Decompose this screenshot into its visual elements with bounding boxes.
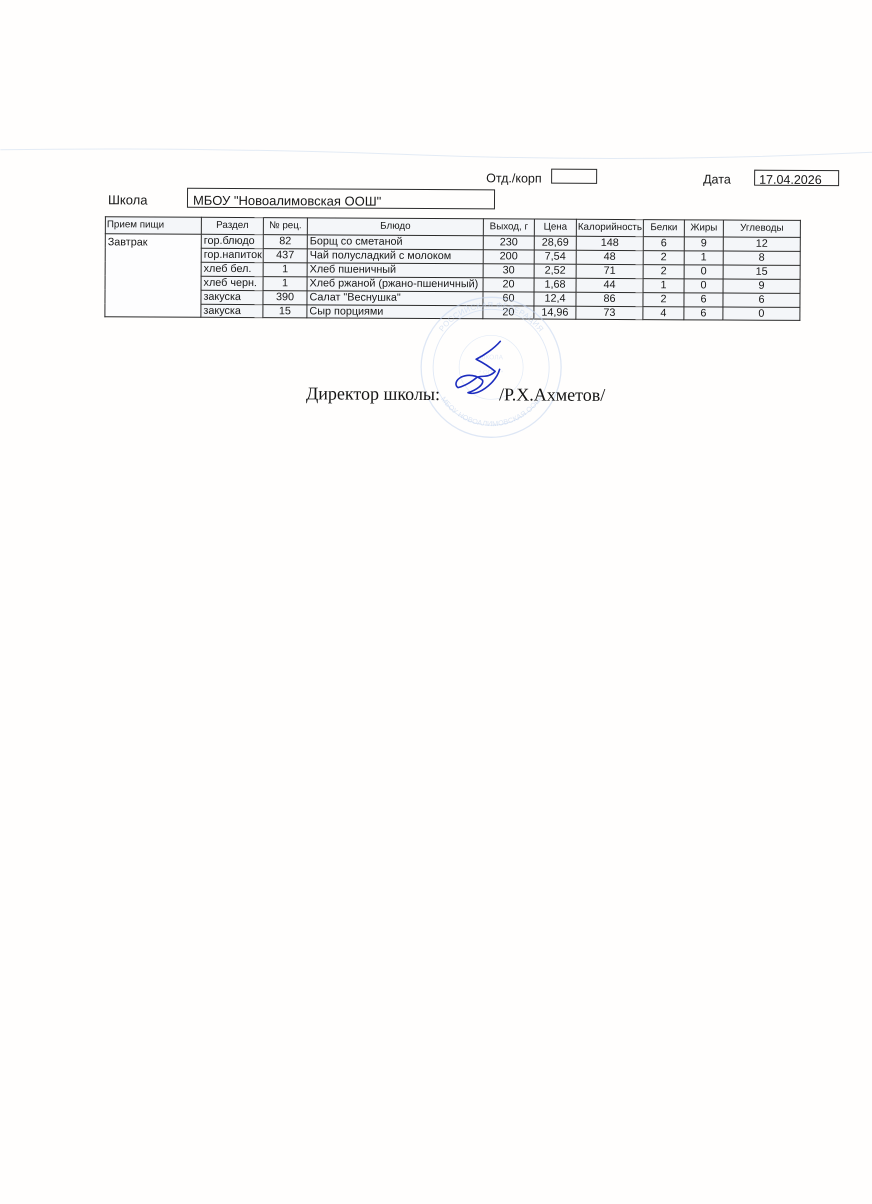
svg-text:РОССИЙСКАЯ ФЕДЕРАЦИЯ: РОССИЙСКАЯ ФЕДЕРАЦИЯ xyxy=(437,300,546,334)
